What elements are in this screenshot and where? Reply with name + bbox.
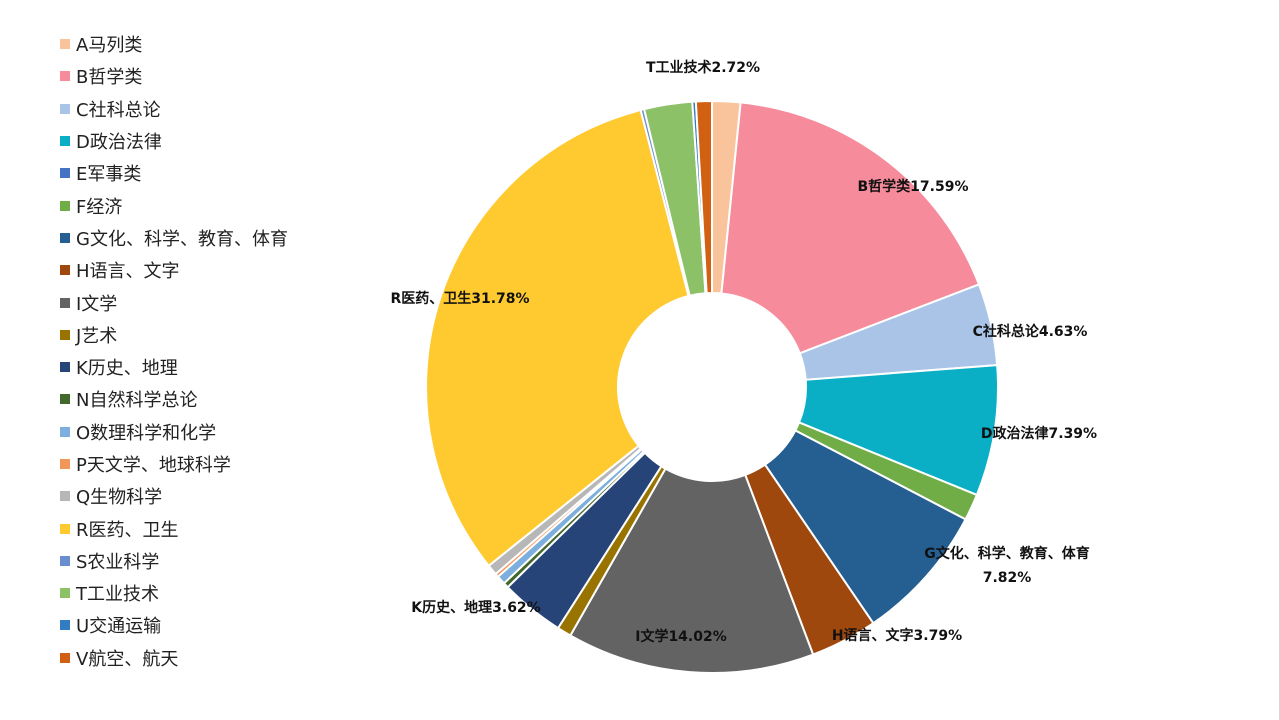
legend-item: R医药、卫生 [60,512,288,544]
legend-item: F经济 [60,189,288,221]
legend-swatch [60,168,70,179]
legend-swatch [60,329,70,340]
legend-item: Q生物科学 [60,480,288,512]
legend-swatch [60,232,70,243]
legend-swatch [60,620,70,631]
legend-item: J艺术 [60,319,288,351]
legend-swatch [60,459,70,469]
legend-item: H语言、文字 [60,254,288,286]
legend-swatch [60,426,70,437]
legend-swatch [60,588,70,599]
legend-item: U交通运输 [60,609,288,641]
legend-label: Q生物科学 [76,487,163,509]
data-label: H语言、文字3.79% [832,627,962,644]
legend-label: D政治法律 [76,132,162,154]
legend-swatch [60,555,70,566]
labels-group: T工业技术2.72% B哲学类17.59% C社科总论4.63% D政治法律7.39%… [390,59,1097,645]
legend-item: K历史、地理 [60,351,288,383]
legend-label: T工业技术 [76,584,159,606]
legend-swatch [60,71,70,82]
data-label: R医药、卫生31.78% [390,290,529,307]
pie-slice [568,467,815,674]
legend-label: R医药、卫生 [76,519,179,541]
legend-item: B哲学类 [60,60,288,92]
legend-swatch [60,200,70,211]
legend-label: E军事类 [76,164,142,186]
data-label: T工业技术2.72% [646,59,760,76]
legend-item: N自然科学总论 [60,383,288,415]
legend-item: T工业技术 [60,577,288,609]
legend-swatch [60,103,70,114]
legend-item: G文化、科学、教育、体育 [60,222,288,254]
legend-item: P天文学、地球科学 [60,448,288,480]
legend-swatch [60,265,70,276]
pie-slice [694,99,713,295]
legend-swatch [60,394,70,405]
data-label: G文化、科学、教育、体育 [924,545,1090,562]
legend-item: C社科总论 [60,93,288,125]
legend-swatch [60,491,70,502]
legend-label: J艺术 [76,325,118,347]
legend-label: C社科总论 [76,99,161,121]
pie-slice [425,108,690,568]
legend-label: I文学 [76,293,118,315]
legend-item: V航空、航天 [60,642,288,674]
legend-swatch [60,523,70,534]
legend-item: D政治法律 [60,125,288,157]
legend-swatch [60,297,70,308]
legend-label: A马列类 [76,35,143,57]
data-label: I文学14.02% [635,628,727,645]
legend-label: S农业科学 [76,551,160,573]
legend-label: G文化、科学、教育、体育 [76,228,288,250]
legend-label: O数理科学和化学 [76,422,217,444]
data-label: K历史、地理3.62% [411,599,540,616]
legend-item: I文学 [60,286,288,318]
legend-label: P天文学、地球科学 [76,455,231,476]
legend-label: U交通运输 [76,616,162,638]
legend-label: B哲学类 [76,67,143,89]
legend-item: A马列类 [60,28,288,60]
legend-item: O数理科学和化学 [60,416,288,448]
legend-swatch [60,136,70,147]
chart-legend: A马列类 B哲学类 C社科总论 D政治法律 E军事类 F经济 G文化、科学、教育、体育 H语言… [60,28,288,674]
legend-item: E军事类 [60,157,288,189]
legend-label: V航空、航天 [76,648,179,670]
legend-swatch [60,39,70,50]
legend-label: K历史、地理 [76,358,178,380]
legend-label: H语言、文字 [76,261,180,283]
data-label: B哲学类17.59% [858,178,969,195]
data-label: D政治法律7.39% [981,425,1097,442]
pie-slice [720,101,981,355]
slices-group [425,99,999,674]
data-label: 7.82% [983,570,1032,586]
data-label: C社科总论4.63% [973,323,1088,340]
legend-label: F经济 [76,196,123,218]
legend-swatch [60,362,70,373]
legend-label: N自然科学总论 [76,390,198,412]
legend-item: S农业科学 [60,545,288,577]
legend-swatch [60,652,70,663]
